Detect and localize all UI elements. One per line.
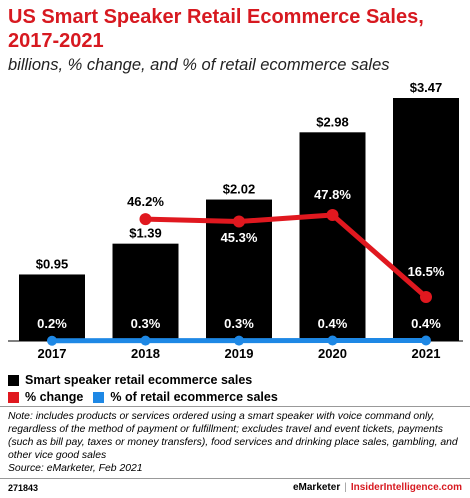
footer-brand: eMarketer | InsiderIntelligence.com: [293, 482, 462, 493]
legend-label-share: % of retail ecommerce sales: [110, 390, 278, 404]
x-tick-label-2021: 2021: [412, 346, 441, 361]
legend-label-sales: Smart speaker retail ecommerce sales: [25, 373, 253, 387]
label-percent-change-2020: 47.8%: [314, 187, 351, 202]
point-share-2019: [234, 335, 244, 346]
bar-value-label-2021: $3.47: [410, 80, 443, 95]
label-share-2018: 0.3%: [131, 316, 161, 331]
bar-value-label-2020: $2.98: [316, 114, 349, 129]
bar-2018: [112, 243, 179, 341]
note-divider: [0, 406, 470, 407]
point-share-2021: [421, 335, 431, 346]
x-tick-label-2018: 2018: [131, 346, 160, 361]
x-tick-label-2017: 2017: [38, 346, 67, 361]
brand-site: InsiderIntelligence.com: [350, 482, 462, 493]
point-percent-change-2020: [326, 208, 339, 221]
line-percent-change: [145, 212, 428, 299]
label-share-2021: 0.4%: [411, 316, 441, 331]
label-percent-change-2019: 45.3%: [221, 230, 258, 245]
label-share-2017: 0.2%: [37, 316, 67, 331]
legend-swatch-change: [8, 391, 19, 403]
label-percent-change-2021: 16.5%: [408, 264, 445, 279]
point-percent-change-2021: [420, 290, 432, 303]
brand-separator: |: [344, 482, 347, 493]
legend-swatch-share: [93, 391, 105, 403]
label-percent-change-2018: 46.2%: [127, 194, 164, 209]
legend-item-sales: Smart speaker retail ecommerce sales: [8, 373, 252, 387]
bar-2017: [19, 274, 85, 341]
legend-swatch-sales: [8, 374, 19, 386]
x-tick-label-2019: 2019: [225, 346, 254, 361]
bar-value-label-2019: $2.02: [223, 182, 256, 197]
footer-divider: [0, 478, 470, 479]
point-share-2017: [47, 335, 57, 346]
bar-value-label-2017: $0.95: [36, 256, 69, 271]
label-share-2019: 0.3%: [224, 316, 254, 331]
legend-item-change: % change % of retail ecommerce sales: [8, 390, 278, 404]
chart-id: 271843: [8, 483, 39, 493]
bar-value-label-2018: $1.39: [129, 226, 162, 241]
point-percent-change-2019: [233, 215, 245, 228]
x-tick-label-2020: 2020: [318, 346, 347, 361]
note-text: Note: includes products or services orde…: [8, 411, 458, 461]
bar-2021: [393, 98, 459, 341]
point-share-2020: [327, 335, 338, 346]
source-text: Source: eMarketer, Feb 2021: [8, 463, 143, 474]
brand-name: eMarketer: [292, 482, 341, 493]
chart-subtitle: billions, % change, and % of retail ecom…: [8, 56, 390, 74]
chart-title: US Smart Speaker Retail Ecommerce Sales,…: [8, 6, 424, 52]
label-share-2020: 0.4%: [318, 316, 348, 331]
legend-label-change: % change: [25, 390, 84, 404]
point-share-2018: [140, 335, 151, 346]
point-percent-change-2018: [139, 213, 152, 226]
chart-note: Note: includes products or services orde…: [8, 410, 466, 475]
